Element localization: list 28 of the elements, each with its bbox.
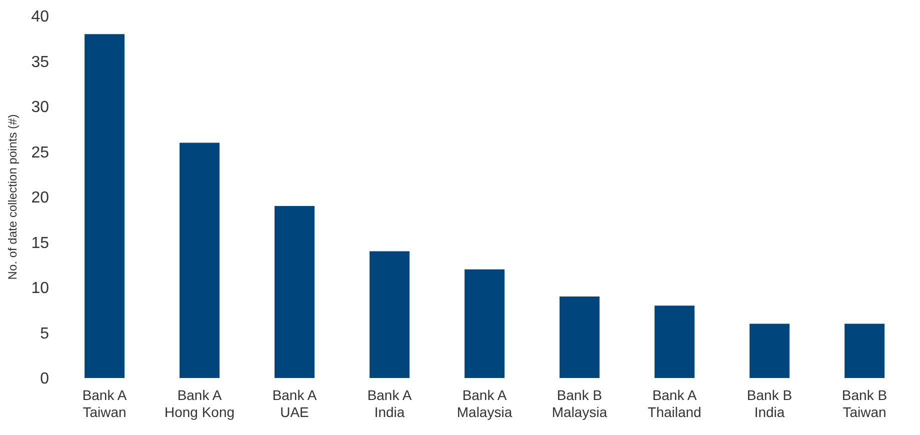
y-tick-label: 5 (40, 325, 50, 342)
bar (750, 324, 790, 378)
y-axis-title: No. of date collection points (#) (5, 114, 20, 280)
bar (844, 324, 885, 378)
x-tick-label: Bank B India (746, 387, 792, 420)
x-tick-label: Bank B Malaysia (552, 387, 608, 420)
bar (180, 142, 220, 378)
bar (560, 296, 600, 378)
x-tick-label: Bank A India (367, 387, 412, 420)
bar (464, 269, 505, 378)
bar (654, 306, 695, 378)
y-tick-label: 30 (31, 99, 50, 116)
y-tick-label: 20 (31, 190, 50, 207)
x-tick-label: Bank B Taiwan (842, 387, 888, 420)
y-tick-label: 25 (31, 144, 50, 162)
bar (84, 34, 125, 378)
x-tick-label: Bank A Malaysia (456, 387, 512, 420)
y-tick-label: 10 (31, 280, 50, 298)
y-tick-label: 40 (31, 8, 50, 26)
y-tick-label: 35 (31, 54, 50, 71)
y-tick-label: 0 (40, 370, 50, 388)
y-tick-label: 15 (31, 234, 50, 252)
x-tick-label: Bank A Hong Kong (164, 387, 235, 420)
x-tick-label: Bank A UAE (272, 387, 318, 420)
bar (274, 206, 315, 378)
x-tick-label: Bank A Thailand (648, 387, 702, 420)
x-tick-label: Bank A Taiwan (82, 387, 128, 420)
bar (370, 251, 410, 378)
